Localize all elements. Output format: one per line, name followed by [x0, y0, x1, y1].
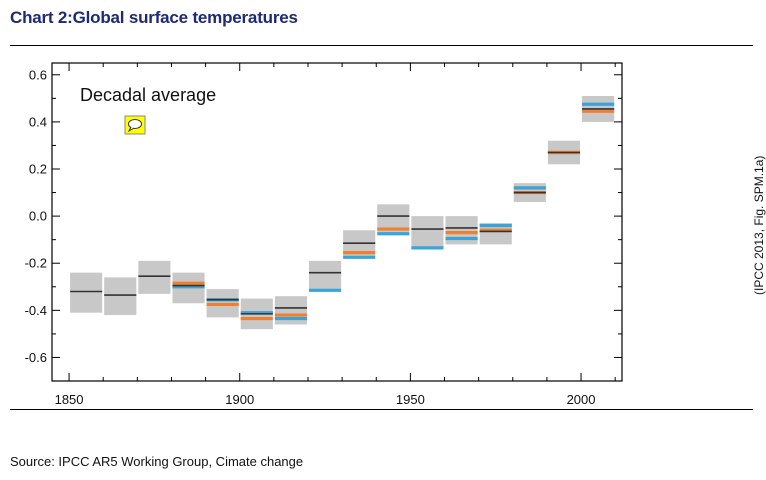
figure-reference: (IPCC 2013, Fig. SPM.1a) — [752, 155, 766, 295]
uncertainty-box — [308, 260, 342, 292]
uncertainty-box — [70, 272, 103, 313]
uncertainty-box — [479, 223, 512, 245]
x-tick-label: 1950 — [396, 392, 425, 407]
x-tick-label: 2000 — [567, 392, 596, 407]
y-tick-label: -0.2 — [25, 256, 47, 271]
x-axis: 1850 1900 1950 2000 — [55, 63, 616, 407]
chart-title: Chart 2:Global surface temperatures — [10, 8, 298, 27]
uncertainty-box — [138, 260, 171, 294]
source-note: Source: IPCC AR5 Working Group, Cimate c… — [10, 454, 304, 469]
comment-note-icon[interactable] — [124, 115, 146, 135]
uncertainty-box — [274, 296, 307, 325]
y-tick-label: 0.2 — [29, 162, 47, 177]
uncertainty-box — [411, 216, 444, 247]
plot-frame — [51, 62, 623, 382]
uncertainty-box — [104, 277, 137, 316]
x-tick-label: 1850 — [55, 392, 84, 407]
uncertainty-box — [445, 216, 478, 245]
bottom-divider — [10, 409, 753, 410]
y-tick-label: -0.6 — [25, 350, 47, 365]
y-axis: -0.6 -0.4 -0.2 0.0 0.2 0.4 0.6 — [25, 67, 622, 365]
x-tick-label: 1900 — [225, 392, 254, 407]
inset-label: Decadal average — [80, 85, 216, 105]
decade-bars — [70, 95, 615, 330]
y-tick-label: 0.0 — [29, 209, 47, 224]
y-tick-label: -0.4 — [25, 303, 47, 318]
top-divider — [10, 45, 753, 46]
y-tick-label: 0.4 — [29, 114, 47, 129]
y-tick-label: 0.6 — [29, 67, 47, 82]
